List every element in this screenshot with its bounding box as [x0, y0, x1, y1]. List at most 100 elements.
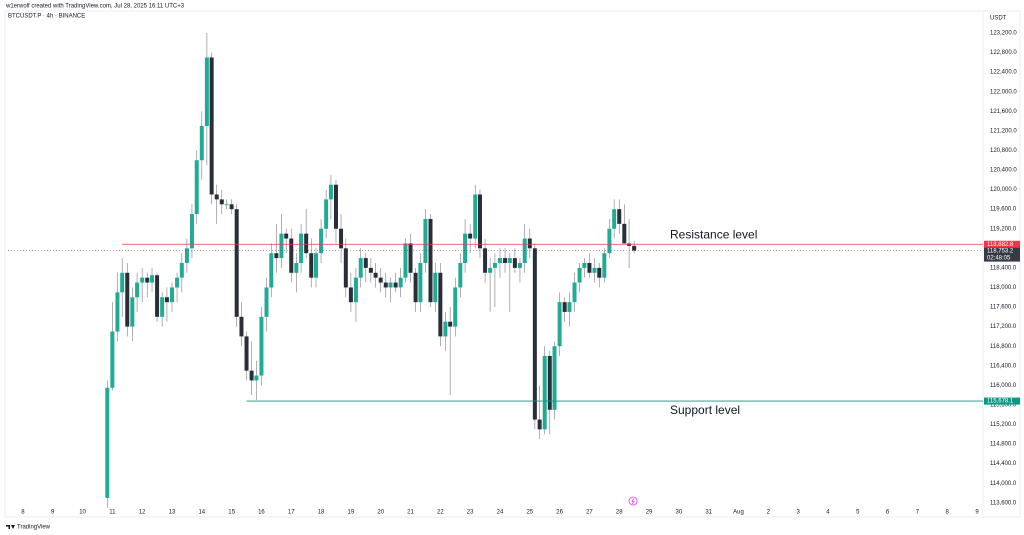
x-tick-label: 16 — [258, 510, 265, 516]
candle-body — [492, 262, 497, 268]
countdown-label: 02:48:05 — [987, 256, 1011, 262]
candle-body — [463, 233, 468, 263]
level-price-box — [984, 240, 1020, 248]
candle-body — [115, 292, 120, 332]
candle-body — [453, 287, 458, 327]
candle-body — [368, 267, 373, 273]
x-tick-label: 21 — [407, 510, 414, 516]
level-annotation: Resistance level — [670, 227, 757, 241]
brand: TradingView — [6, 525, 51, 531]
candle-body — [512, 258, 517, 268]
candle-body — [299, 233, 304, 263]
candle-body — [358, 258, 363, 278]
y-tick-label: 118,400.0 — [990, 265, 1017, 271]
candle-body — [363, 258, 368, 268]
candle-body — [438, 272, 443, 337]
event-bolt — [631, 498, 635, 505]
candle-body — [145, 277, 150, 283]
candle-body — [304, 233, 309, 254]
candle-body — [612, 209, 617, 229]
y-tick-label: 119,600.0 — [990, 207, 1017, 213]
candle-body — [383, 282, 388, 288]
level-price-label: 118,882.8 — [987, 242, 1014, 248]
candle-body — [309, 253, 314, 278]
x-tick-label: 29 — [646, 510, 653, 516]
y-tick-label: 122,400.0 — [990, 70, 1017, 76]
y-tick-label: 116,800.0 — [990, 344, 1017, 350]
y-tick-label: 115,200.0 — [990, 422, 1017, 428]
y-tick-label: 122,800.0 — [990, 50, 1017, 56]
candle-body — [135, 282, 140, 298]
y-tick-label: 113,600.0 — [990, 500, 1017, 506]
brand-logo — [6, 525, 15, 529]
x-tick-label: 15 — [228, 510, 235, 516]
candle-body — [314, 253, 319, 278]
candle-body — [477, 194, 482, 249]
y-tick-label: 120,400.0 — [990, 168, 1017, 174]
x-tick-label: Aug — [733, 510, 744, 516]
candle-body — [517, 262, 522, 268]
symbol-info: BTCUSDT.P · 4h · BINANCE — [8, 14, 85, 20]
candle-body — [254, 375, 259, 381]
x-tick-label: 6 — [886, 510, 890, 516]
y-tick-label: 118,000.0 — [990, 285, 1017, 291]
candle-body — [458, 262, 463, 288]
candle-body — [443, 321, 448, 337]
candle-body — [214, 194, 219, 200]
y-tick-label: 117,200.0 — [990, 324, 1017, 330]
candle-body — [448, 321, 453, 327]
x-tick-label: 2 — [767, 510, 771, 516]
candle-body — [333, 184, 338, 229]
candle-body — [259, 316, 264, 376]
candle-body — [537, 419, 542, 430]
candle-body — [413, 272, 418, 303]
candle-body — [244, 336, 249, 371]
candle-body — [229, 204, 234, 210]
y-tick-label: 120,000.0 — [990, 187, 1017, 193]
candle-body — [269, 253, 274, 288]
candle-body — [348, 287, 353, 303]
candle-body — [542, 355, 547, 430]
candle-body — [532, 248, 537, 420]
candle-body — [209, 57, 214, 195]
candle-body — [572, 282, 577, 303]
candle-body — [140, 277, 145, 283]
candle-body — [184, 248, 189, 263]
x-tick-label: 8 — [21, 510, 25, 516]
event-circle — [628, 496, 638, 506]
level-price-label: 115,678.1 — [987, 399, 1014, 405]
x-tick-label: 9 — [975, 510, 979, 516]
candle-body — [388, 282, 393, 288]
y-tick-label: 116,000.0 — [990, 383, 1017, 389]
x-tick-label: 24 — [497, 510, 504, 516]
last-price-label: 118,753.2 — [987, 249, 1014, 255]
candle-body — [194, 160, 199, 215]
candle-body — [274, 253, 279, 259]
candle-body — [150, 275, 155, 283]
candles — [105, 32, 637, 508]
candle-body — [418, 262, 423, 303]
x-tick-label: 8 — [946, 510, 950, 516]
candle-body — [607, 228, 612, 254]
candle-body — [403, 243, 408, 278]
candle-body — [483, 248, 488, 273]
candle-body — [423, 218, 428, 263]
candle-body — [264, 287, 269, 317]
candle-body — [488, 267, 493, 273]
x-tick-label: 25 — [526, 510, 533, 516]
candle-body — [328, 184, 333, 200]
candle-body — [597, 267, 602, 278]
y-tick-label: 115,600.0 — [990, 402, 1017, 408]
x-tick-label: 26 — [556, 510, 563, 516]
x-tick-label: 9 — [51, 510, 55, 516]
y-tick-label: 117,600.0 — [990, 305, 1017, 311]
y-tick-label: 122,000.0 — [990, 89, 1017, 95]
candle-body — [507, 258, 512, 263]
candle-body — [557, 302, 562, 347]
candle-body — [249, 370, 254, 381]
candle-body — [582, 262, 587, 268]
candle-body — [324, 199, 329, 229]
candle-body — [289, 238, 294, 273]
candle-body — [562, 302, 567, 312]
